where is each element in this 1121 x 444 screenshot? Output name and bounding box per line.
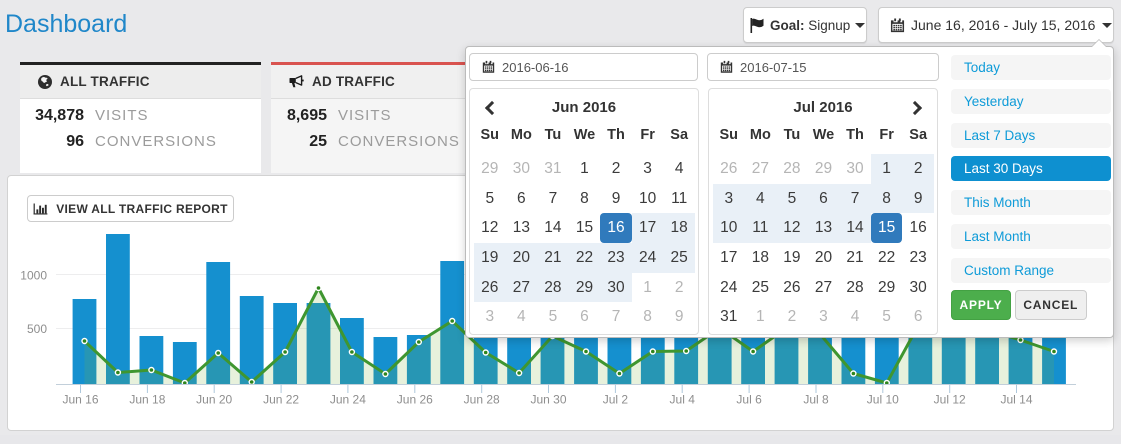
svg-text:Jul 10: Jul 10	[867, 393, 899, 407]
svg-text:Jul 14: Jul 14	[1000, 393, 1032, 407]
svg-text:Jul 8: Jul 8	[803, 393, 829, 407]
svg-text:Jun 16: Jun 16	[62, 393, 98, 407]
svg-text:500: 500	[27, 322, 47, 336]
svg-text:Jun 28: Jun 28	[464, 393, 500, 407]
svg-text:Jun 24: Jun 24	[330, 393, 366, 407]
svg-text:Jun 30: Jun 30	[530, 393, 566, 407]
svg-text:Jun 18: Jun 18	[129, 393, 165, 407]
svg-text:Jun 20: Jun 20	[196, 393, 232, 407]
svg-text:Jul 2: Jul 2	[603, 393, 629, 407]
svg-text:Jun 22: Jun 22	[263, 393, 299, 407]
svg-text:1000: 1000	[20, 269, 47, 283]
svg-text:Jul 12: Jul 12	[934, 393, 966, 407]
svg-text:Jul 4: Jul 4	[670, 393, 696, 407]
svg-text:Jul 6: Jul 6	[736, 393, 762, 407]
svg-text:Jun 26: Jun 26	[397, 393, 433, 407]
